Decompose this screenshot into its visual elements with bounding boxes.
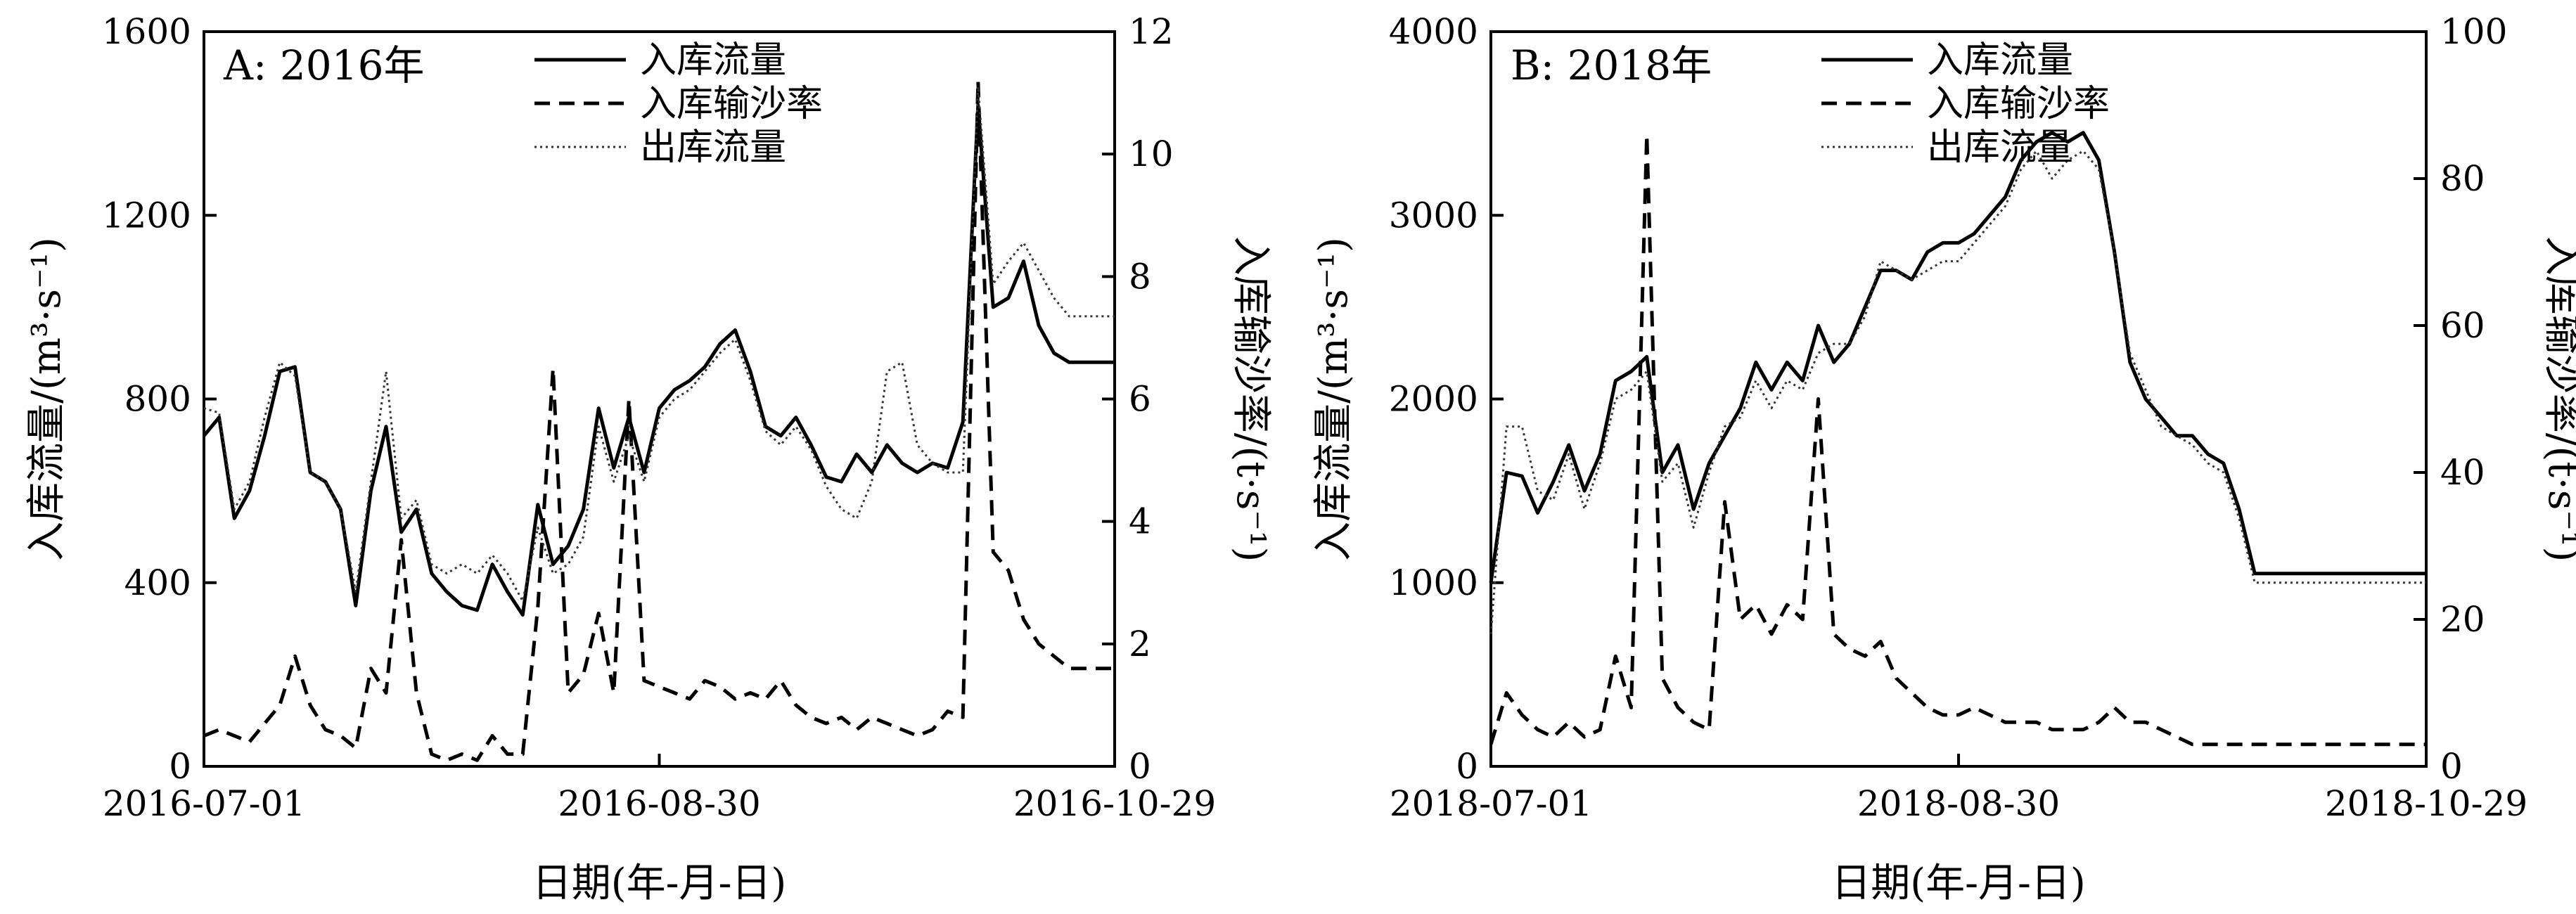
right-axis-tick-label: 60 <box>2440 305 2485 346</box>
series-line-solid <box>203 103 1115 617</box>
right-axis-title: 入库输沙率/(t·s⁻¹) <box>2539 236 2576 562</box>
right-axis-tick-label: 10 <box>1129 134 1174 174</box>
left-axis-tick-label: 1000 <box>1389 562 1478 603</box>
left-axis-title: 入库流量/(m³·s⁻¹) <box>1311 237 1357 561</box>
panel-label: A: 2016年 <box>223 41 424 89</box>
series-line-solid <box>1489 131 2426 584</box>
right-axis-title: 入库输沙率/(t·s⁻¹) <box>1228 236 1274 562</box>
left-axis-tick-label: 1200 <box>102 195 191 236</box>
panel-a-chart: 0 400 800 1200 1600 0 2 4 6 8 10 12 2016-07-01 2016-0… <box>24 11 1274 906</box>
legend-entry: 入库输沙率 <box>1927 83 2110 125</box>
left-axis-tick-label: 800 <box>124 379 191 420</box>
left-axis-tick-label: 0 <box>169 746 191 787</box>
series-line-dashed <box>203 79 1115 762</box>
left-axis-title: 入库流量/(m³·s⁻¹) <box>24 237 70 561</box>
x-axis-tick-label: 2016-07-01 <box>103 783 305 824</box>
series-line-dotted <box>1489 150 2426 635</box>
right-axis-tick-label: 80 <box>2440 158 2485 199</box>
x-axis-title: 日期(年-月-日) <box>532 861 787 906</box>
right-axis-tick-label: 8 <box>1129 256 1151 297</box>
legend-entry: 出库流量 <box>640 127 786 169</box>
right-axis-tick-label: 4 <box>1129 501 1151 542</box>
left-axis-tick-label: 0 <box>1456 746 1478 787</box>
left-axis-tick-label: 400 <box>124 562 191 603</box>
x-axis-tick-label: 2018-10-29 <box>2325 783 2527 824</box>
legend-entry: 出库流量 <box>1927 127 2073 169</box>
x-axis-title: 日期(年-月-日) <box>1831 861 2086 906</box>
right-axis-tick-label: 0 <box>2440 746 2463 787</box>
series-line-dotted <box>203 85 1115 603</box>
right-axis-tick-label: 2 <box>1129 624 1151 664</box>
right-axis-tick-label: 12 <box>1129 11 1174 52</box>
right-axis-tick-label: 0 <box>1129 746 1151 787</box>
x-axis-tick-label: 2018-07-01 <box>1390 783 1592 824</box>
series-line-dashed <box>1489 132 2426 747</box>
right-axis-tick-label: 6 <box>1129 379 1151 420</box>
left-axis-tick-label: 3000 <box>1389 195 1478 236</box>
right-axis-tick-label: 100 <box>2440 11 2507 52</box>
left-axis-tick-label: 4000 <box>1389 11 1478 52</box>
legend-entry: 入库输沙率 <box>640 83 823 125</box>
x-axis-tick-label: 2016-10-29 <box>1013 783 1216 824</box>
right-axis-tick-label: 20 <box>2440 599 2485 640</box>
x-axis-tick-label: 2016-08-30 <box>558 783 760 824</box>
legend-entry: 入库流量 <box>640 39 786 82</box>
left-axis-tick-label: 1600 <box>102 11 191 52</box>
legend-entry: 入库流量 <box>1927 39 2073 82</box>
panel-label: B: 2018年 <box>1511 41 1712 89</box>
right-axis-tick-label: 40 <box>2440 452 2485 493</box>
panel-b-chart: 0 1000 2000 3000 4000 0 20 40 60 80 100 2018-07-01 2… <box>1311 11 2576 906</box>
x-axis-tick-label: 2018-08-30 <box>1857 783 2060 824</box>
left-axis-tick-label: 2000 <box>1389 379 1478 420</box>
